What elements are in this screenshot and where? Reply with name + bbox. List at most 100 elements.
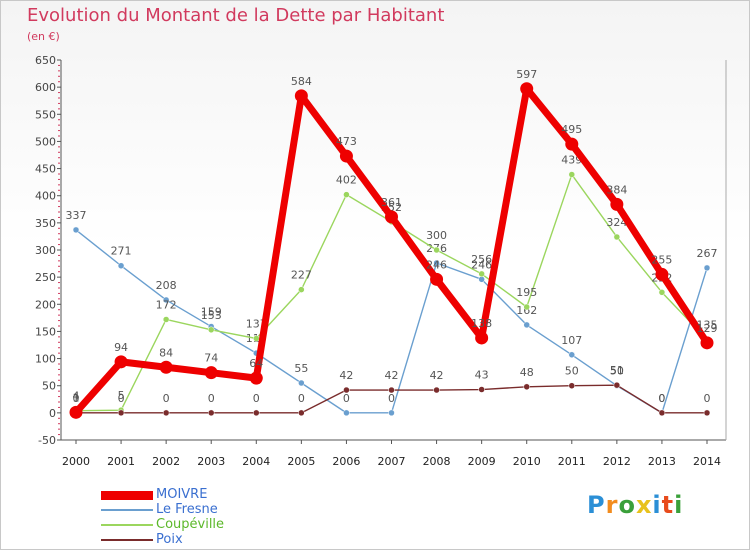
data-point [433,259,440,267]
data-label: 4 [73,390,80,403]
data-point [343,409,350,417]
data-label: 50 [565,365,579,378]
data-point [249,371,263,385]
data-point [523,303,530,311]
data-point [72,226,80,234]
proxiti-logo: Proxiti [587,491,684,519]
x-tick-label: 2008 [423,455,451,468]
data-point [114,355,128,369]
y-tick-label: 550 [35,108,56,121]
data-point [613,381,621,389]
legend-item: Coupéville [101,517,301,533]
data-label: 84 [159,346,173,359]
data-label: 153 [201,309,222,322]
y-tick-label: 300 [35,244,56,257]
y-tick-label: 400 [35,190,56,203]
data-label: 138 [471,317,492,330]
data-label: 162 [516,304,537,317]
data-label: 584 [291,75,312,88]
data-point [433,246,440,254]
data-label: 51 [610,364,624,377]
data-label: 0 [388,392,395,405]
legend-label: MOIVRE [156,487,208,502]
data-label: 300 [426,229,447,242]
x-tick-label: 2012 [603,455,631,468]
data-point [162,296,170,304]
data-point [658,409,666,417]
data-label: 43 [475,369,489,382]
legend-swatch [101,509,153,511]
data-point [117,262,125,269]
data-label: 255 [651,253,672,266]
data-point [658,289,666,296]
legend-label: Coupéville [156,517,225,532]
data-label: 5 [118,389,125,402]
data-label: 495 [561,123,582,136]
x-tick-label: 2001 [107,455,135,468]
data-label: 0 [73,392,80,405]
chart-legend: MOIVRE Le Fresne Coupéville Poix [101,487,301,548]
data-point [207,409,215,417]
data-label: 337 [66,209,87,222]
data-point [339,149,353,163]
data-label: 0 [208,392,215,405]
y-tick-label: 250 [35,271,56,284]
data-label: 267 [697,247,718,260]
x-tick-label: 2004 [242,455,270,468]
legend-swatch [101,491,153,500]
data-label: 94 [114,341,128,354]
data-label: 384 [606,183,627,196]
data-label: 159 [201,306,222,319]
y-tick-label: 350 [35,217,56,230]
data-label: 0 [658,392,665,405]
data-label: 208 [156,279,177,292]
legend-swatch [101,524,153,526]
data-point [298,409,305,417]
data-label: 48 [520,366,534,379]
data-point [162,316,170,323]
data-point [613,233,621,241]
data-label: 107 [561,334,582,347]
data-label: 227 [291,269,312,282]
data-point [69,405,83,419]
x-tick-label: 2006 [332,455,360,468]
legend-label: Le Fresne [156,502,218,517]
data-label: 271 [111,245,132,258]
y-tick-label: 200 [35,298,56,311]
data-point [430,272,444,286]
data-point [388,386,395,394]
y-tick-label: 600 [35,81,56,94]
legend-item: Poix [101,532,301,548]
data-point [568,171,576,178]
data-point [162,409,170,417]
data-point [568,351,576,359]
y-tick-label: 150 [35,325,56,338]
y-tick-label: -50 [38,434,56,447]
data-label: 42 [430,369,444,382]
data-point [520,82,534,96]
data-point [703,409,711,417]
data-label: 64 [249,357,263,370]
x-tick-label: 2007 [378,455,406,468]
y-tick-label: 100 [35,353,56,366]
y-tick-label: 50 [42,380,56,393]
data-label: 0 [253,392,260,405]
data-point [298,379,305,387]
legend-item: MOIVRE [101,487,301,503]
data-label: 129 [697,322,718,335]
data-label: 0 [704,392,711,405]
x-tick-label: 2013 [648,455,676,468]
data-point [298,286,305,293]
data-label: 246 [471,258,492,271]
data-label: 195 [516,286,537,299]
data-point [433,386,440,394]
data-label: 42 [385,369,399,382]
data-label: 135 [697,319,718,332]
data-point [475,331,489,345]
data-point [343,191,350,198]
data-point [385,210,398,224]
x-tick-label: 2010 [513,455,541,468]
data-point [565,137,579,151]
data-label: 361 [381,196,402,209]
